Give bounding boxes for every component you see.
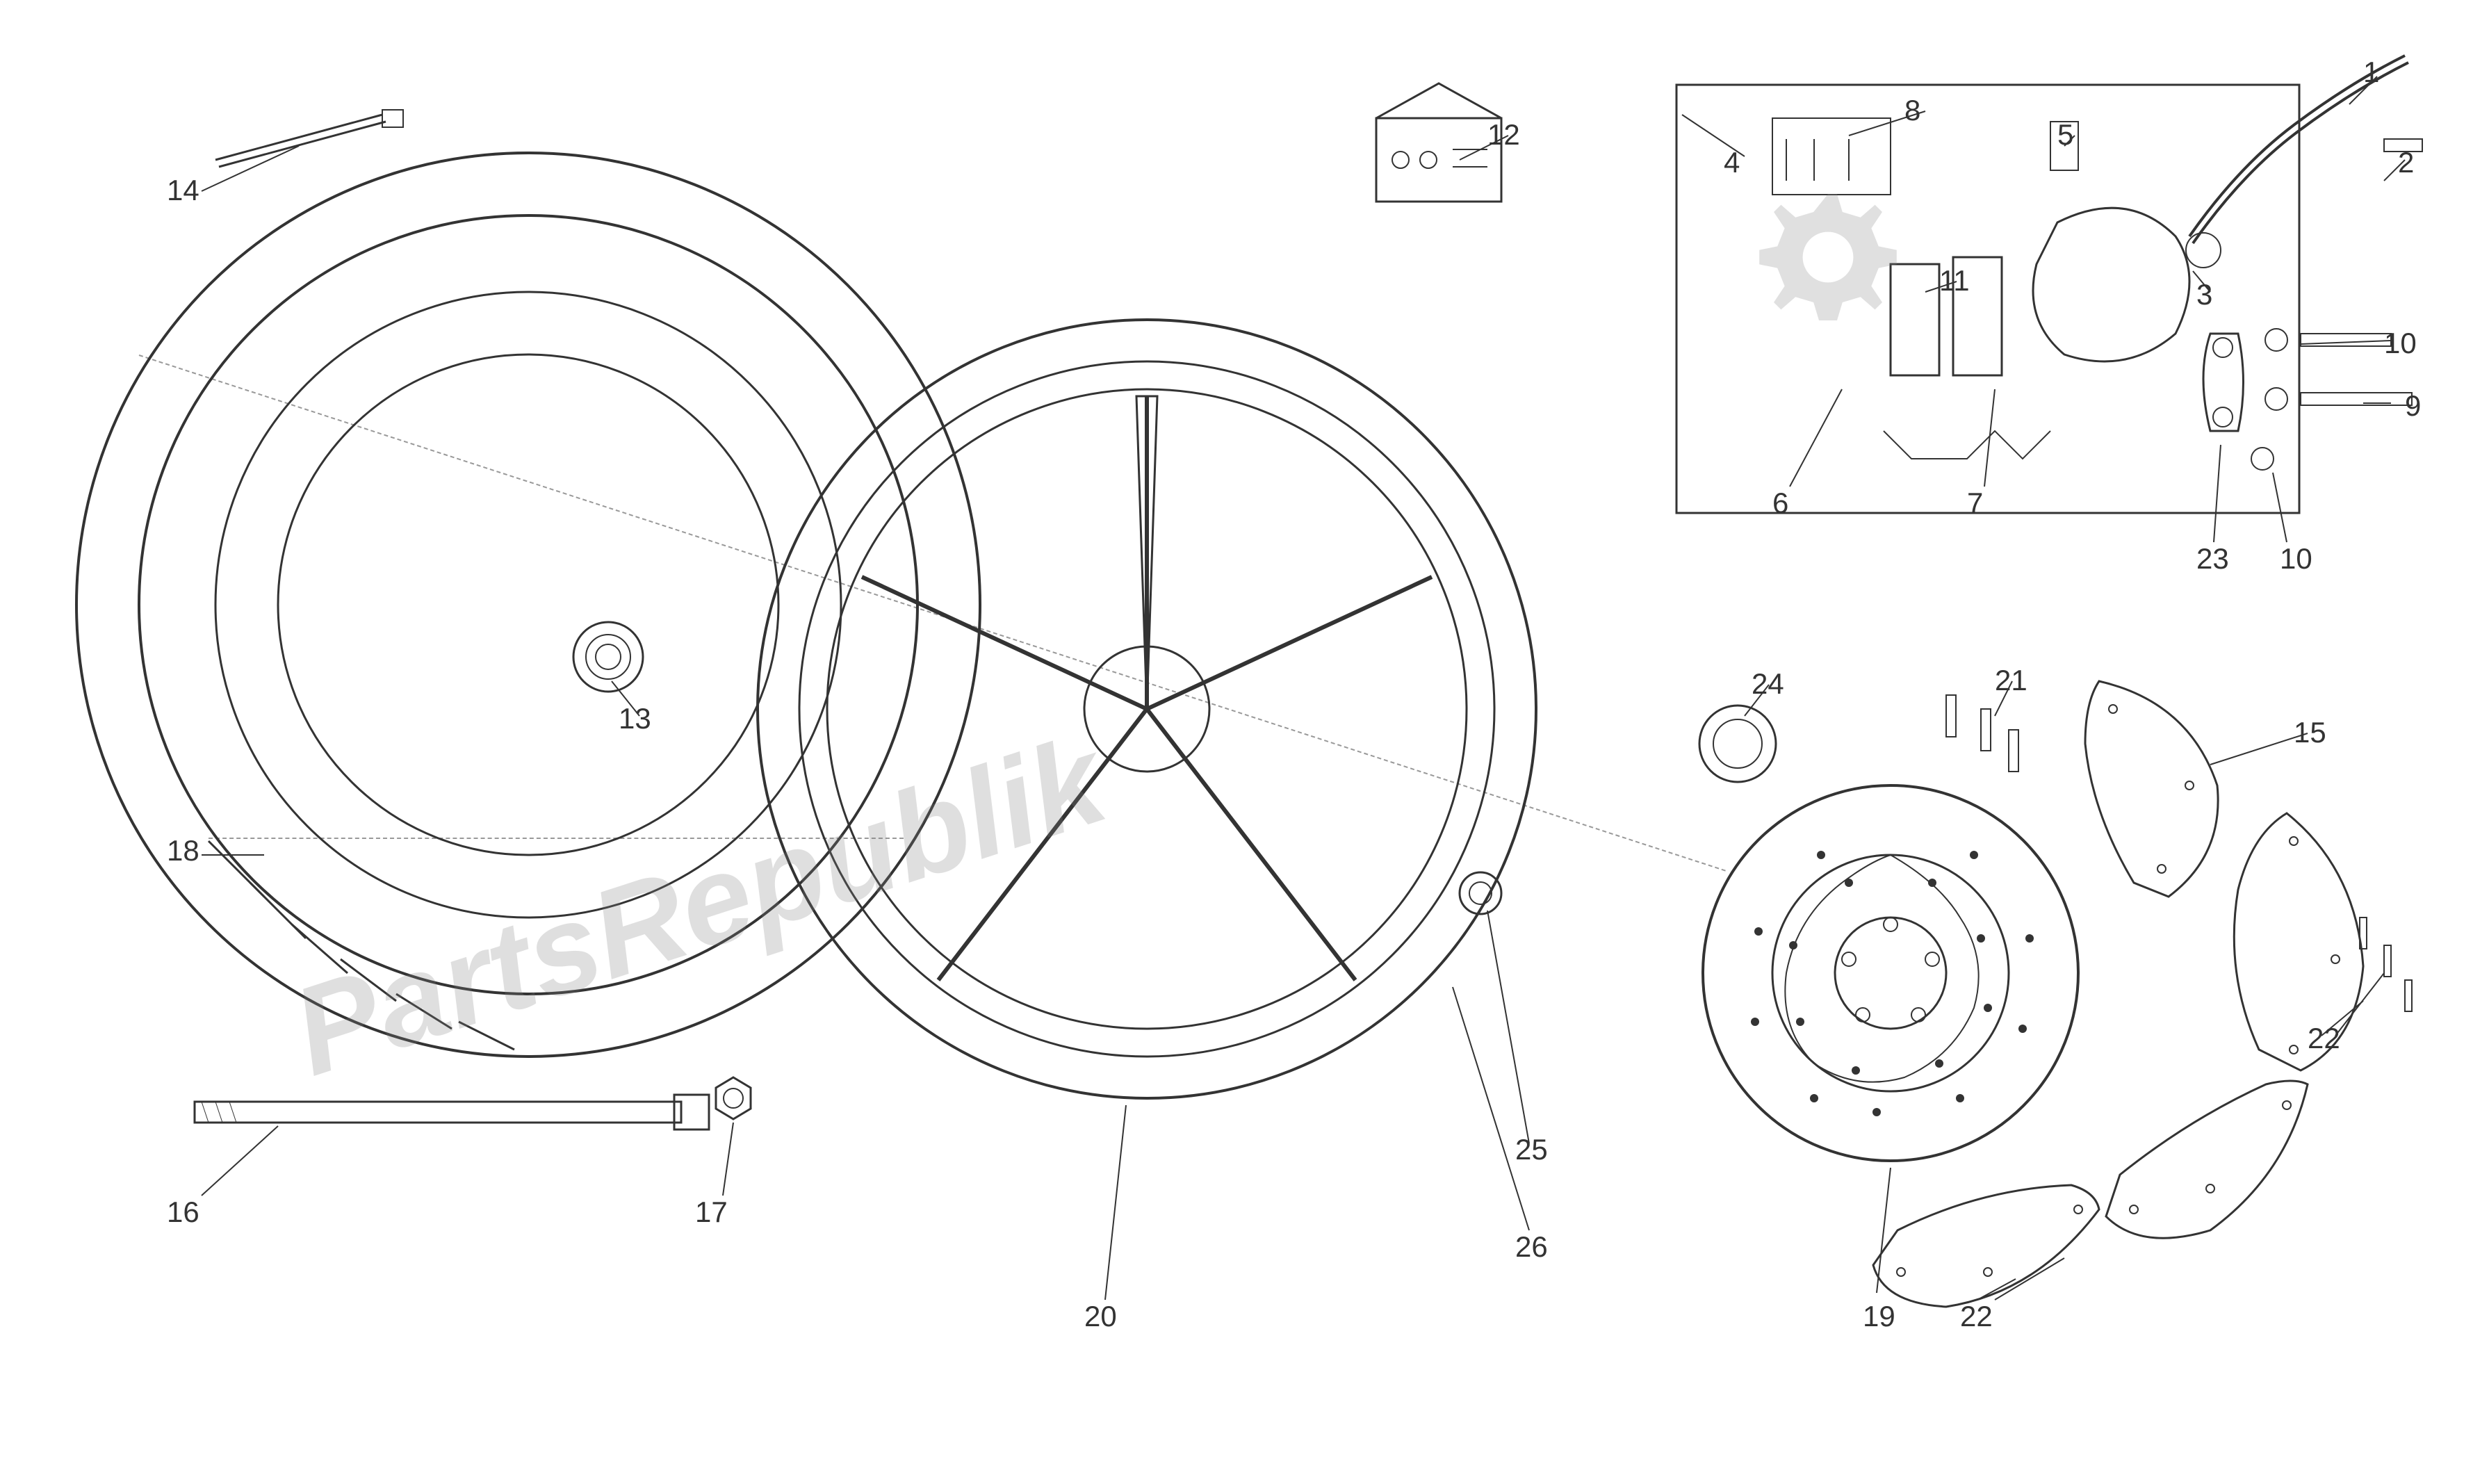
label-10-top: 10 [2384,327,2417,360]
spacer-25 [1456,869,1505,918]
label-19: 19 [1863,1300,1895,1333]
label-14: 14 [167,174,199,207]
label-2: 2 [2398,146,2414,179]
fairing-4 [1863,1168,2113,1321]
parts-diagram: PartsRepublik 1 2 3 4 5 6 7 8 9 10 10 11… [0,0,2489,1484]
label-15: 15 [2294,716,2326,749]
fairing-3 [2092,1063,2328,1258]
axle-nut [709,1074,758,1123]
label-25: 25 [1515,1133,1548,1166]
label-16: 16 [167,1196,199,1229]
label-10-bot: 10 [2280,542,2312,576]
bearing [570,619,646,695]
label-24: 24 [1752,667,1784,701]
label-12: 12 [1487,118,1520,152]
watermark-gear-icon [1738,167,1918,348]
axle [188,1077,716,1147]
label-11: 11 [1939,264,1970,297]
label-13: 13 [619,702,651,735]
spacer-24 [1696,702,1779,785]
label-3: 3 [2196,278,2212,311]
label-20: 20 [1084,1300,1117,1333]
fairing-screws-r [2349,911,2433,1050]
label-22-r: 22 [2308,1022,2340,1055]
label-18: 18 [167,834,199,867]
label-5: 5 [2057,118,2073,152]
wheel-rim-part [751,313,1543,1105]
brake-disc [1696,778,2085,1168]
label-26: 26 [1515,1230,1548,1264]
label-22-bl: 22 [1960,1300,1993,1333]
label-9: 9 [2405,389,2421,423]
label-1: 1 [2363,56,2379,89]
label-7: 7 [1967,487,1983,520]
label-23: 23 [2196,542,2229,576]
label-6: 6 [1772,487,1788,520]
label-8: 8 [1904,94,1920,127]
disc-bolts [1932,688,2037,799]
label-17: 17 [695,1196,728,1229]
label-21: 21 [1995,664,2027,697]
cable-tie [209,104,417,174]
